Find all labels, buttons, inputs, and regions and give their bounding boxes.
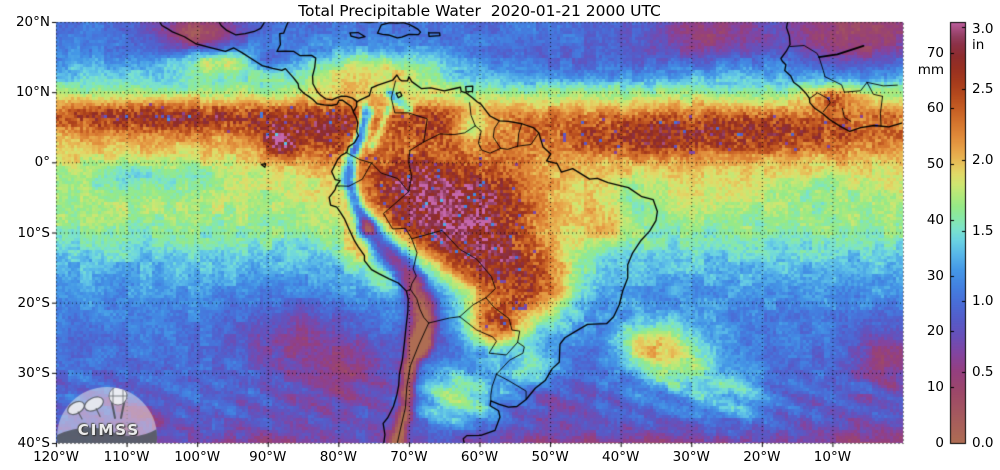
lat-tick-label: 0°: [34, 154, 50, 171]
lon-tick-label: 80°W: [319, 449, 357, 465]
lon-tick-label: 60°W: [460, 449, 499, 465]
lon-tick-label: 100°W: [174, 449, 221, 465]
colorbar-mm-tick-label: 20: [926, 323, 944, 340]
lat-tick-label: 20°S: [17, 294, 51, 311]
colorbar-mm-tick-label: 60: [926, 100, 944, 117]
lat-tick-label: 40°S: [17, 435, 51, 451]
lon-tick-label: 110°W: [103, 449, 150, 465]
colorbar-mm-tick-label: 0: [935, 435, 944, 451]
lon-tick-label: 10°W: [813, 449, 852, 465]
colorbar-mm-tick-label: 30: [926, 267, 944, 284]
lon-tick-label: 120°W: [33, 449, 79, 465]
colorbar-in-tick-label: 0.5: [972, 364, 994, 381]
colorbar-mm-tick-label: 50: [926, 156, 944, 173]
colorbar-mm-tick-label: 70: [926, 44, 944, 61]
lon-tick-label: 90°W: [249, 449, 287, 465]
colorbar-in-unit-label: in: [972, 37, 985, 53]
lon-tick-label: 30°W: [672, 449, 710, 465]
colorbar-in-tick-label: 2.0: [972, 151, 994, 168]
colorbar-in-tick-label: 3.0: [972, 21, 994, 37]
colorbar-in-tick-label: 0.0: [972, 435, 994, 451]
lat-tick-label: 10°S: [17, 224, 51, 241]
lon-tick-label: 40°W: [602, 449, 640, 465]
lat-tick-label: 20°N: [15, 14, 50, 30]
lon-tick-label: 20°W: [743, 449, 781, 465]
colorbar-in-tick-label: 1.5: [972, 222, 994, 239]
colorbar-mm-tick-label: 40: [926, 211, 944, 228]
colorbar-in-tick-label: 1.0: [972, 293, 994, 310]
colorbar-mm-tick-label: 10: [926, 379, 944, 396]
lat-tick-label: 30°S: [17, 364, 51, 381]
lon-tick-label: 50°W: [531, 449, 569, 465]
colorbar-mm-unit-label: mm: [917, 61, 944, 78]
chart-title: Total Precipitable Water 2020-01-21 2000…: [298, 2, 661, 20]
lon-tick-label: 70°W: [390, 449, 428, 465]
lat-tick-label: 10°N: [15, 84, 50, 101]
colorbar-in-tick-label: 2.5: [972, 80, 994, 97]
